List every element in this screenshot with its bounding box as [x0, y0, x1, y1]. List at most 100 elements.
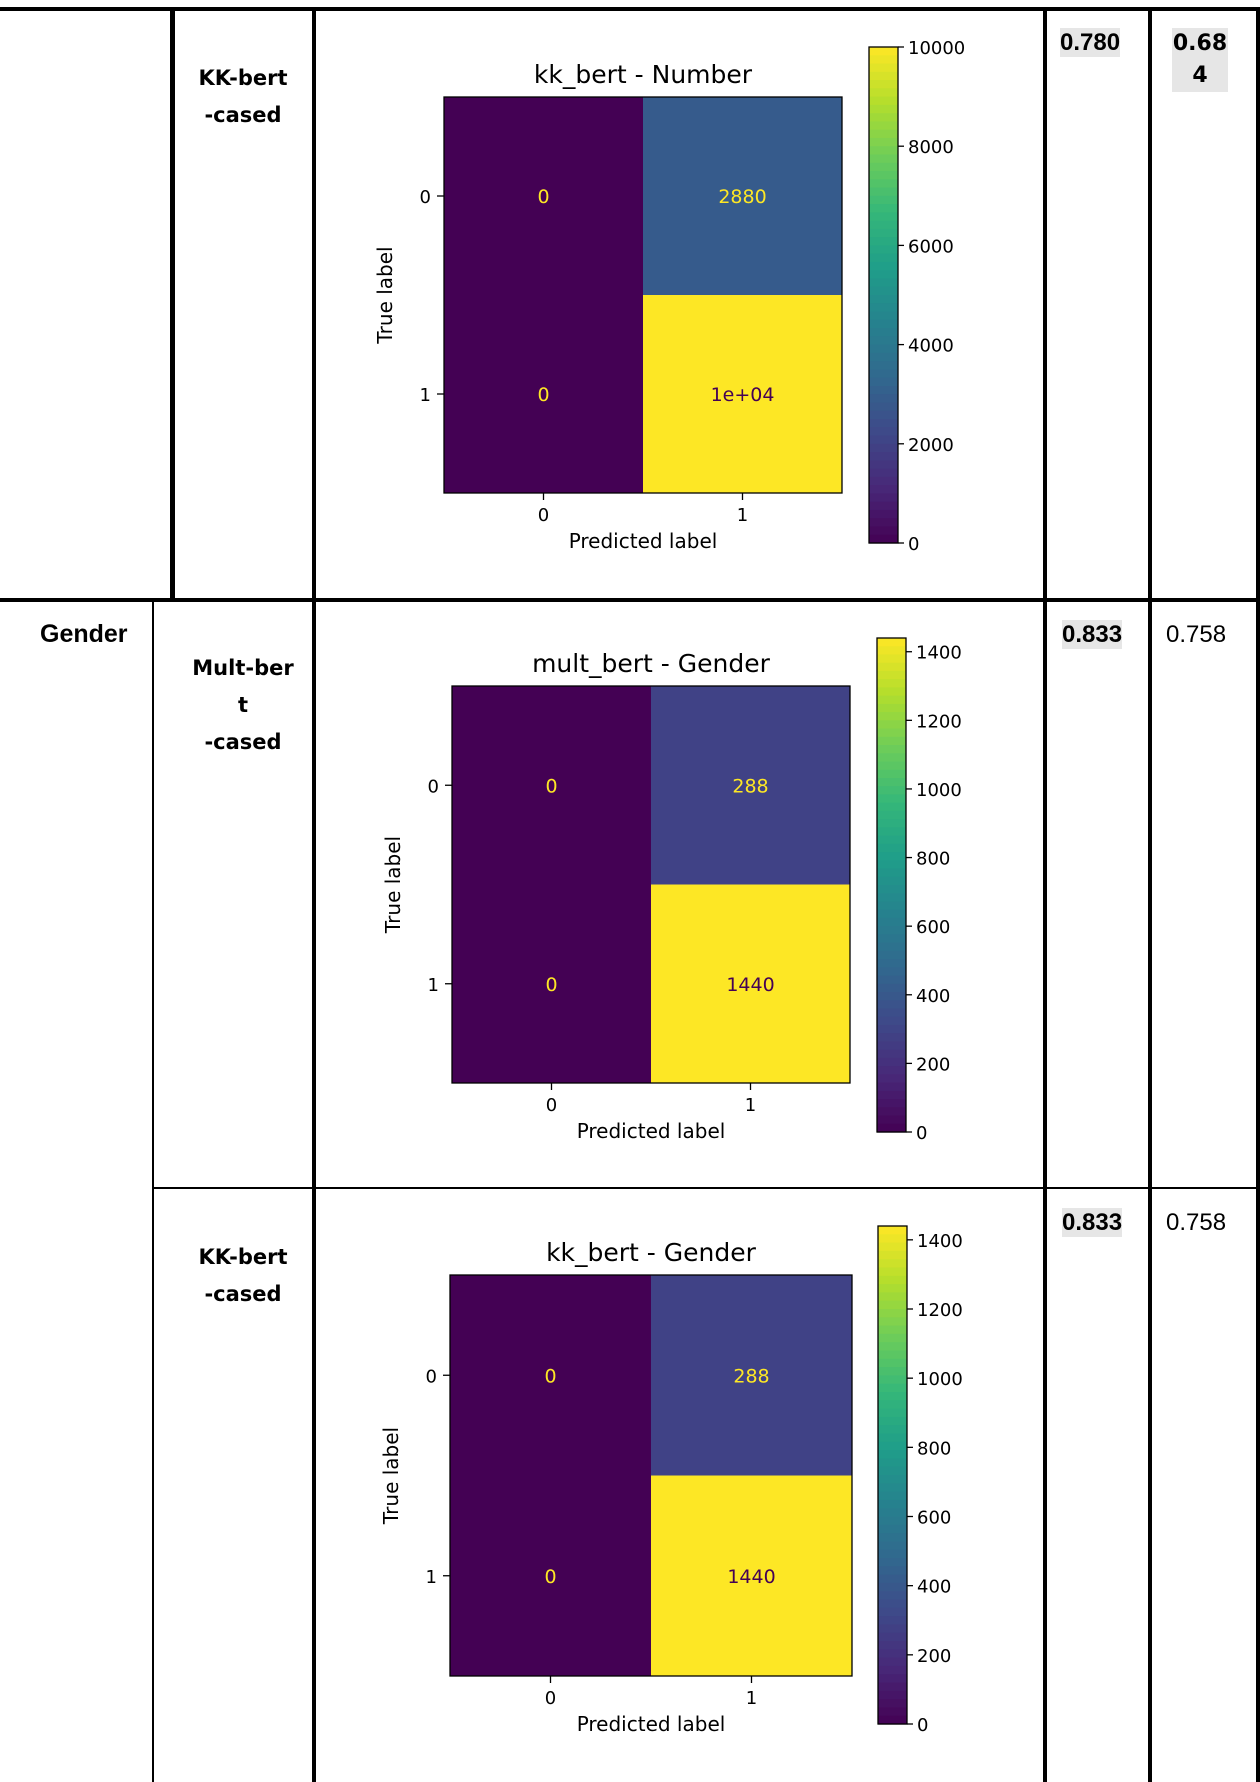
- colorbar-segment: [877, 670, 906, 680]
- colorbar-segment: [878, 1541, 907, 1551]
- colorbar-segment: [878, 1267, 907, 1277]
- cell-value-label: 1440: [727, 1566, 775, 1588]
- colorbar-segment: [878, 1690, 907, 1700]
- colorbar-segment: [869, 80, 898, 89]
- plot-title: kk_bert - Gender: [546, 1238, 757, 1267]
- colorbar-segment: [878, 1483, 907, 1493]
- colorbar-tick-label: 2000: [908, 435, 954, 456]
- colorbar-tick-label: 800: [916, 849, 950, 870]
- colorbar-segment: [869, 303, 898, 313]
- colorbar-segment: [878, 1284, 907, 1293]
- colorbar-segment: [878, 1317, 907, 1327]
- x-tick-label: 1: [737, 505, 748, 526]
- colorbar-segment: [869, 237, 898, 246]
- colorbar-segment: [878, 1574, 907, 1584]
- y-axis-label: True label: [381, 836, 405, 934]
- colorbar-segment: [878, 1342, 907, 1352]
- colorbar-tick-label: 0: [916, 1123, 927, 1144]
- colorbar-segment: [869, 113, 898, 122]
- colorbar-segment: [878, 1715, 907, 1725]
- y-tick-label: 1: [420, 385, 431, 406]
- colorbar-segment: [877, 1041, 906, 1051]
- colorbar-segment: [877, 967, 906, 977]
- colorbar-segment: [878, 1566, 907, 1576]
- colorbar-segment: [878, 1466, 907, 1476]
- colorbar-tick-label: 4000: [908, 336, 954, 357]
- colorbar-segment: [869, 319, 898, 329]
- colorbar-segment: [877, 720, 906, 730]
- colorbar-segment: [869, 63, 898, 73]
- colorbar-segment: [878, 1475, 907, 1484]
- colorbar-segment: [877, 736, 906, 746]
- colorbar-segment: [877, 901, 906, 911]
- colorbar-segment: [878, 1450, 907, 1459]
- colorbar-segment: [869, 228, 898, 238]
- col-divider-1: [170, 7, 175, 602]
- colorbar-segment: [877, 835, 906, 845]
- colorbar-segment: [877, 1082, 906, 1092]
- colorbar-segment: [877, 761, 906, 771]
- matrix-cell: [452, 884, 651, 1083]
- x-axis-label: Predicted label: [577, 1712, 726, 1736]
- colorbar-segment: [878, 1632, 907, 1642]
- cell-value-label: 0: [544, 1365, 556, 1387]
- y-axis-label: True label: [373, 246, 397, 344]
- colorbar-segment: [869, 154, 898, 164]
- cell-value-label: 1440: [726, 974, 774, 996]
- colorbar-frame: [876, 637, 907, 1133]
- colorbar-segment: [878, 1549, 907, 1559]
- colorbar-tick-label: 200: [917, 1646, 951, 1667]
- colorbar-segment: [878, 1458, 907, 1468]
- colorbar-segment: [877, 703, 906, 713]
- colorbar-segment: [877, 712, 906, 721]
- colorbar-segment: [877, 959, 906, 968]
- colorbar-segment: [869, 220, 898, 230]
- colorbar-segment: [877, 1057, 906, 1067]
- colorbar-segment: [877, 687, 906, 697]
- colorbar-segment: [878, 1674, 907, 1684]
- table-top-border: [0, 7, 1260, 11]
- colorbar-segment: [869, 443, 898, 453]
- colorbar-segment: [869, 96, 898, 106]
- colorbar-segment: [869, 137, 898, 147]
- colorbar-segment: [869, 295, 898, 304]
- colorbar-segment: [878, 1408, 907, 1418]
- colorbar-segment: [877, 802, 906, 812]
- colorbar-segment: [878, 1616, 907, 1625]
- colorbar-segment: [878, 1425, 907, 1435]
- colorbar-segment: [869, 427, 898, 437]
- colorbar-tick-label: 6000: [908, 236, 954, 257]
- cell-value-label: 0: [537, 384, 549, 406]
- colorbar-segment: [869, 129, 898, 139]
- colorbar-segment: [869, 55, 898, 65]
- colorbar-segment: [877, 745, 906, 754]
- x-tick-label: 1: [746, 1688, 757, 1709]
- matrix-cell: [444, 295, 643, 493]
- colorbar-segment: [877, 950, 906, 960]
- colorbar-segment: [869, 361, 898, 370]
- colorbar-tick-label: 1400: [917, 1231, 963, 1252]
- colorbar-segment: [878, 1707, 907, 1717]
- colorbar-segment: [877, 852, 906, 861]
- colorbar-segment: [878, 1392, 907, 1401]
- colorbar-segment: [877, 794, 906, 804]
- row-divider-2: [152, 1187, 1260, 1189]
- colorbar-segment: [878, 1234, 907, 1244]
- x-tick-label: 0: [546, 1095, 557, 1116]
- colorbar-segment: [869, 468, 898, 478]
- colorbar-segment: [869, 501, 898, 511]
- colorbar-segment: [877, 769, 906, 779]
- cell-value-label: 0: [537, 186, 549, 208]
- colorbar-segment: [877, 926, 906, 935]
- colorbar-segment: [869, 518, 898, 528]
- task-label-gender: Gender: [40, 620, 128, 648]
- colorbar-segment: [878, 1649, 907, 1659]
- colorbar-segment: [869, 146, 898, 156]
- colorbar-segment: [869, 212, 898, 222]
- colorbar-segment: [877, 1123, 906, 1133]
- colorbar-segment: [877, 1107, 906, 1117]
- colorbar-segment: [877, 786, 906, 796]
- y-tick-label: 1: [428, 975, 439, 996]
- cell-value-label: 1e+04: [711, 384, 775, 406]
- colorbar-segment: [869, 162, 898, 172]
